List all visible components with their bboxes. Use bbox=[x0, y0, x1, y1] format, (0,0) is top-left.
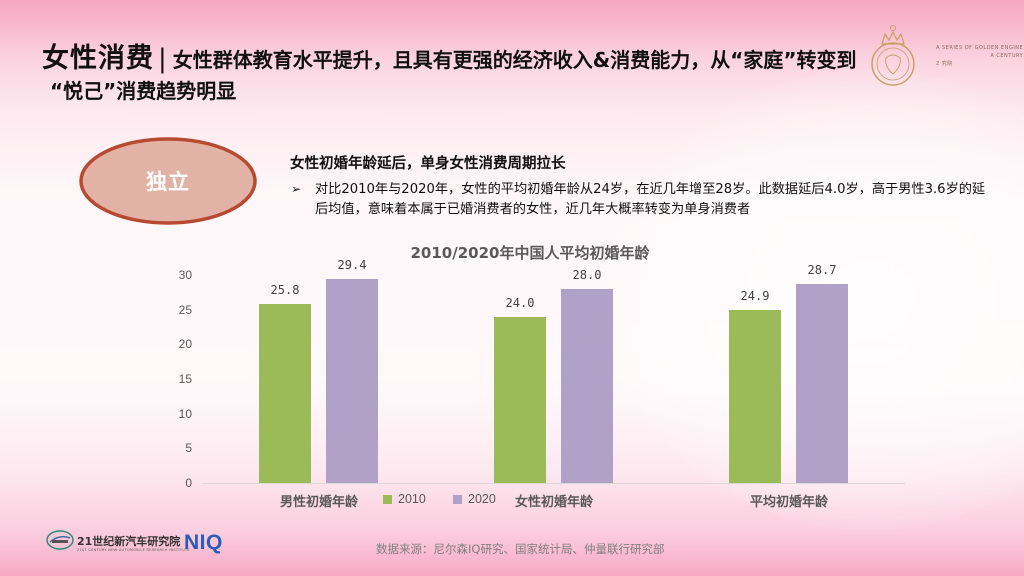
title-separator: | bbox=[158, 44, 167, 74]
y-tick: 10 bbox=[178, 407, 192, 421]
y-tick: 15 bbox=[178, 372, 192, 386]
category-label: 男性初婚年龄 bbox=[279, 495, 358, 510]
institute-logo-icon bbox=[46, 530, 74, 550]
bar-female-2020 bbox=[561, 289, 613, 483]
y-tick: 20 bbox=[178, 337, 192, 351]
section-heading: 女性初婚年龄延后，单身女性消费周期拉长 bbox=[290, 156, 566, 172]
y-tick: 0 bbox=[185, 476, 192, 490]
institute-subtitle: 21ST CENTURY NEW AUTOMOBILE RESEARCH INS… bbox=[77, 548, 190, 552]
data-label: 28.7 bbox=[807, 263, 837, 277]
bar-average-2010 bbox=[729, 310, 781, 483]
category-label: 女性初婚年龄 bbox=[514, 495, 593, 510]
data-label: 25.8 bbox=[270, 283, 300, 297]
category-label: 平均初婚年龄 bbox=[749, 495, 828, 510]
data-label: 29.4 bbox=[337, 258, 367, 272]
badge-label: 独立 bbox=[146, 170, 190, 194]
crown-crest-logo-icon bbox=[871, 25, 915, 86]
bullet-text: 对比2010年与2020年，女性的平均初婚年龄从24岁，在近几年增至28岁。此数… bbox=[315, 182, 986, 217]
legend-swatch bbox=[383, 494, 392, 504]
slide-title: 女性消费 | 女性群体教育水平提升，且具有更强的经济收入&消费能力，从“家庭”转变到 bbox=[42, 44, 857, 75]
data-label: 24.0 bbox=[505, 296, 535, 310]
slide-title-line2: “悦己”消费趋势明显 bbox=[50, 79, 237, 103]
bullet-arrow-icon: ➢ bbox=[291, 182, 302, 196]
bar-average-2020 bbox=[796, 284, 848, 483]
brand-tagline: A SERIES OF GOLDEN ENGINE A CENTURY 2 究院 bbox=[936, 45, 1024, 67]
niq-logo: NIQ bbox=[184, 531, 223, 554]
y-tick: 30 bbox=[178, 268, 192, 282]
ellipse-shape bbox=[79, 137, 257, 225]
independence-badge: 独立 bbox=[78, 136, 258, 226]
legend-swatch bbox=[453, 494, 462, 504]
bar-female-2010 bbox=[494, 317, 546, 483]
title-main: 女性消费 bbox=[42, 43, 154, 74]
bar-male-2020 bbox=[326, 279, 378, 483]
data-source: 数据来源：尼尔森IQ研究、国家统计局、仲量联行研究部 bbox=[376, 542, 665, 556]
institute-name: 21世纪新汽车研究院 bbox=[77, 535, 181, 548]
title-rest: 女性群体教育水平提升，且具有更强的经济收入&消费能力，从“家庭”转变到 bbox=[172, 48, 857, 72]
x-axis-line bbox=[203, 483, 905, 484]
data-label: 28.0 bbox=[572, 268, 602, 282]
y-tick: 5 bbox=[185, 441, 192, 455]
bar-male-2010 bbox=[259, 304, 311, 483]
y-tick: 25 bbox=[178, 303, 192, 317]
legend-item-2020: 2020 bbox=[453, 492, 496, 506]
data-label: 24.9 bbox=[740, 289, 770, 303]
chart-title: 2010/2020年中国人平均初婚年龄 bbox=[410, 244, 650, 262]
legend-item-2010: 2010 bbox=[383, 492, 426, 506]
